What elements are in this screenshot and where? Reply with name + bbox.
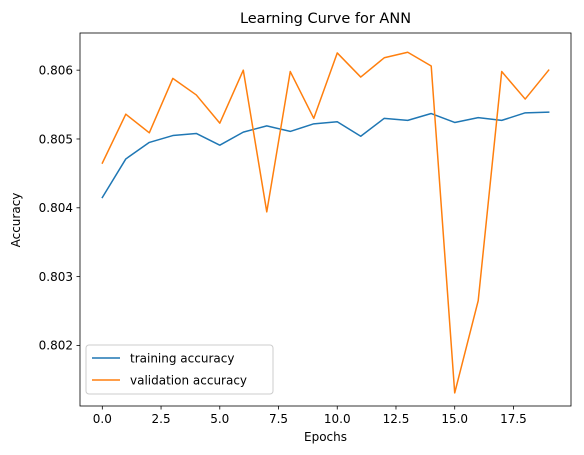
x-tick-label: 0.0 (93, 412, 112, 426)
x-tick-label: 15.0 (441, 412, 468, 426)
x-tick-label: 17.5 (500, 412, 527, 426)
y-tick-label: 0.805 (39, 132, 73, 146)
x-tick-label: 7.5 (269, 412, 288, 426)
x-tick-label: 10.0 (324, 412, 351, 426)
y-axis-label: Accuracy (9, 193, 23, 248)
chart-title: Learning Curve for ANN (240, 11, 411, 27)
x-tick-label: 12.5 (383, 412, 410, 426)
y-tick-label: 0.803 (39, 270, 73, 284)
y-tick-label: 0.802 (39, 339, 73, 353)
legend: training accuracy validation accuracy (85, 344, 274, 395)
legend-label-validation: validation accuracy (130, 374, 247, 388)
legend-label-training: training accuracy (130, 352, 234, 366)
plot-frame (79, 32, 572, 407)
series-line-training (101, 111, 550, 199)
y-ticks: 0.802 0.803 0.804 0.805 0.806 (39, 63, 80, 353)
y-tick-label: 0.804 (39, 201, 73, 215)
legend-box (85, 344, 274, 395)
series-line-validation (101, 51, 550, 394)
plot-area (80, 33, 571, 406)
x-tick-label: 2.5 (152, 412, 171, 426)
x-ticks: 0.0 2.5 5.0 7.5 10.0 12.5 15.0 17.5 (93, 406, 527, 426)
axes-layer (79, 32, 572, 407)
x-tick-label: 5.0 (210, 412, 229, 426)
series-layer (101, 51, 550, 394)
y-tick-label: 0.806 (39, 63, 73, 77)
x-axis-label: Epochs (304, 430, 347, 444)
